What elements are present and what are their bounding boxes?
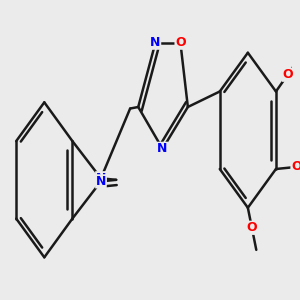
Text: O: O	[247, 221, 257, 234]
Text: N: N	[150, 36, 161, 49]
Text: O: O	[282, 68, 293, 81]
Text: N: N	[96, 175, 106, 188]
Text: O: O	[175, 36, 186, 49]
Text: O: O	[291, 160, 300, 173]
Text: N: N	[96, 172, 106, 185]
Text: N: N	[158, 142, 168, 155]
